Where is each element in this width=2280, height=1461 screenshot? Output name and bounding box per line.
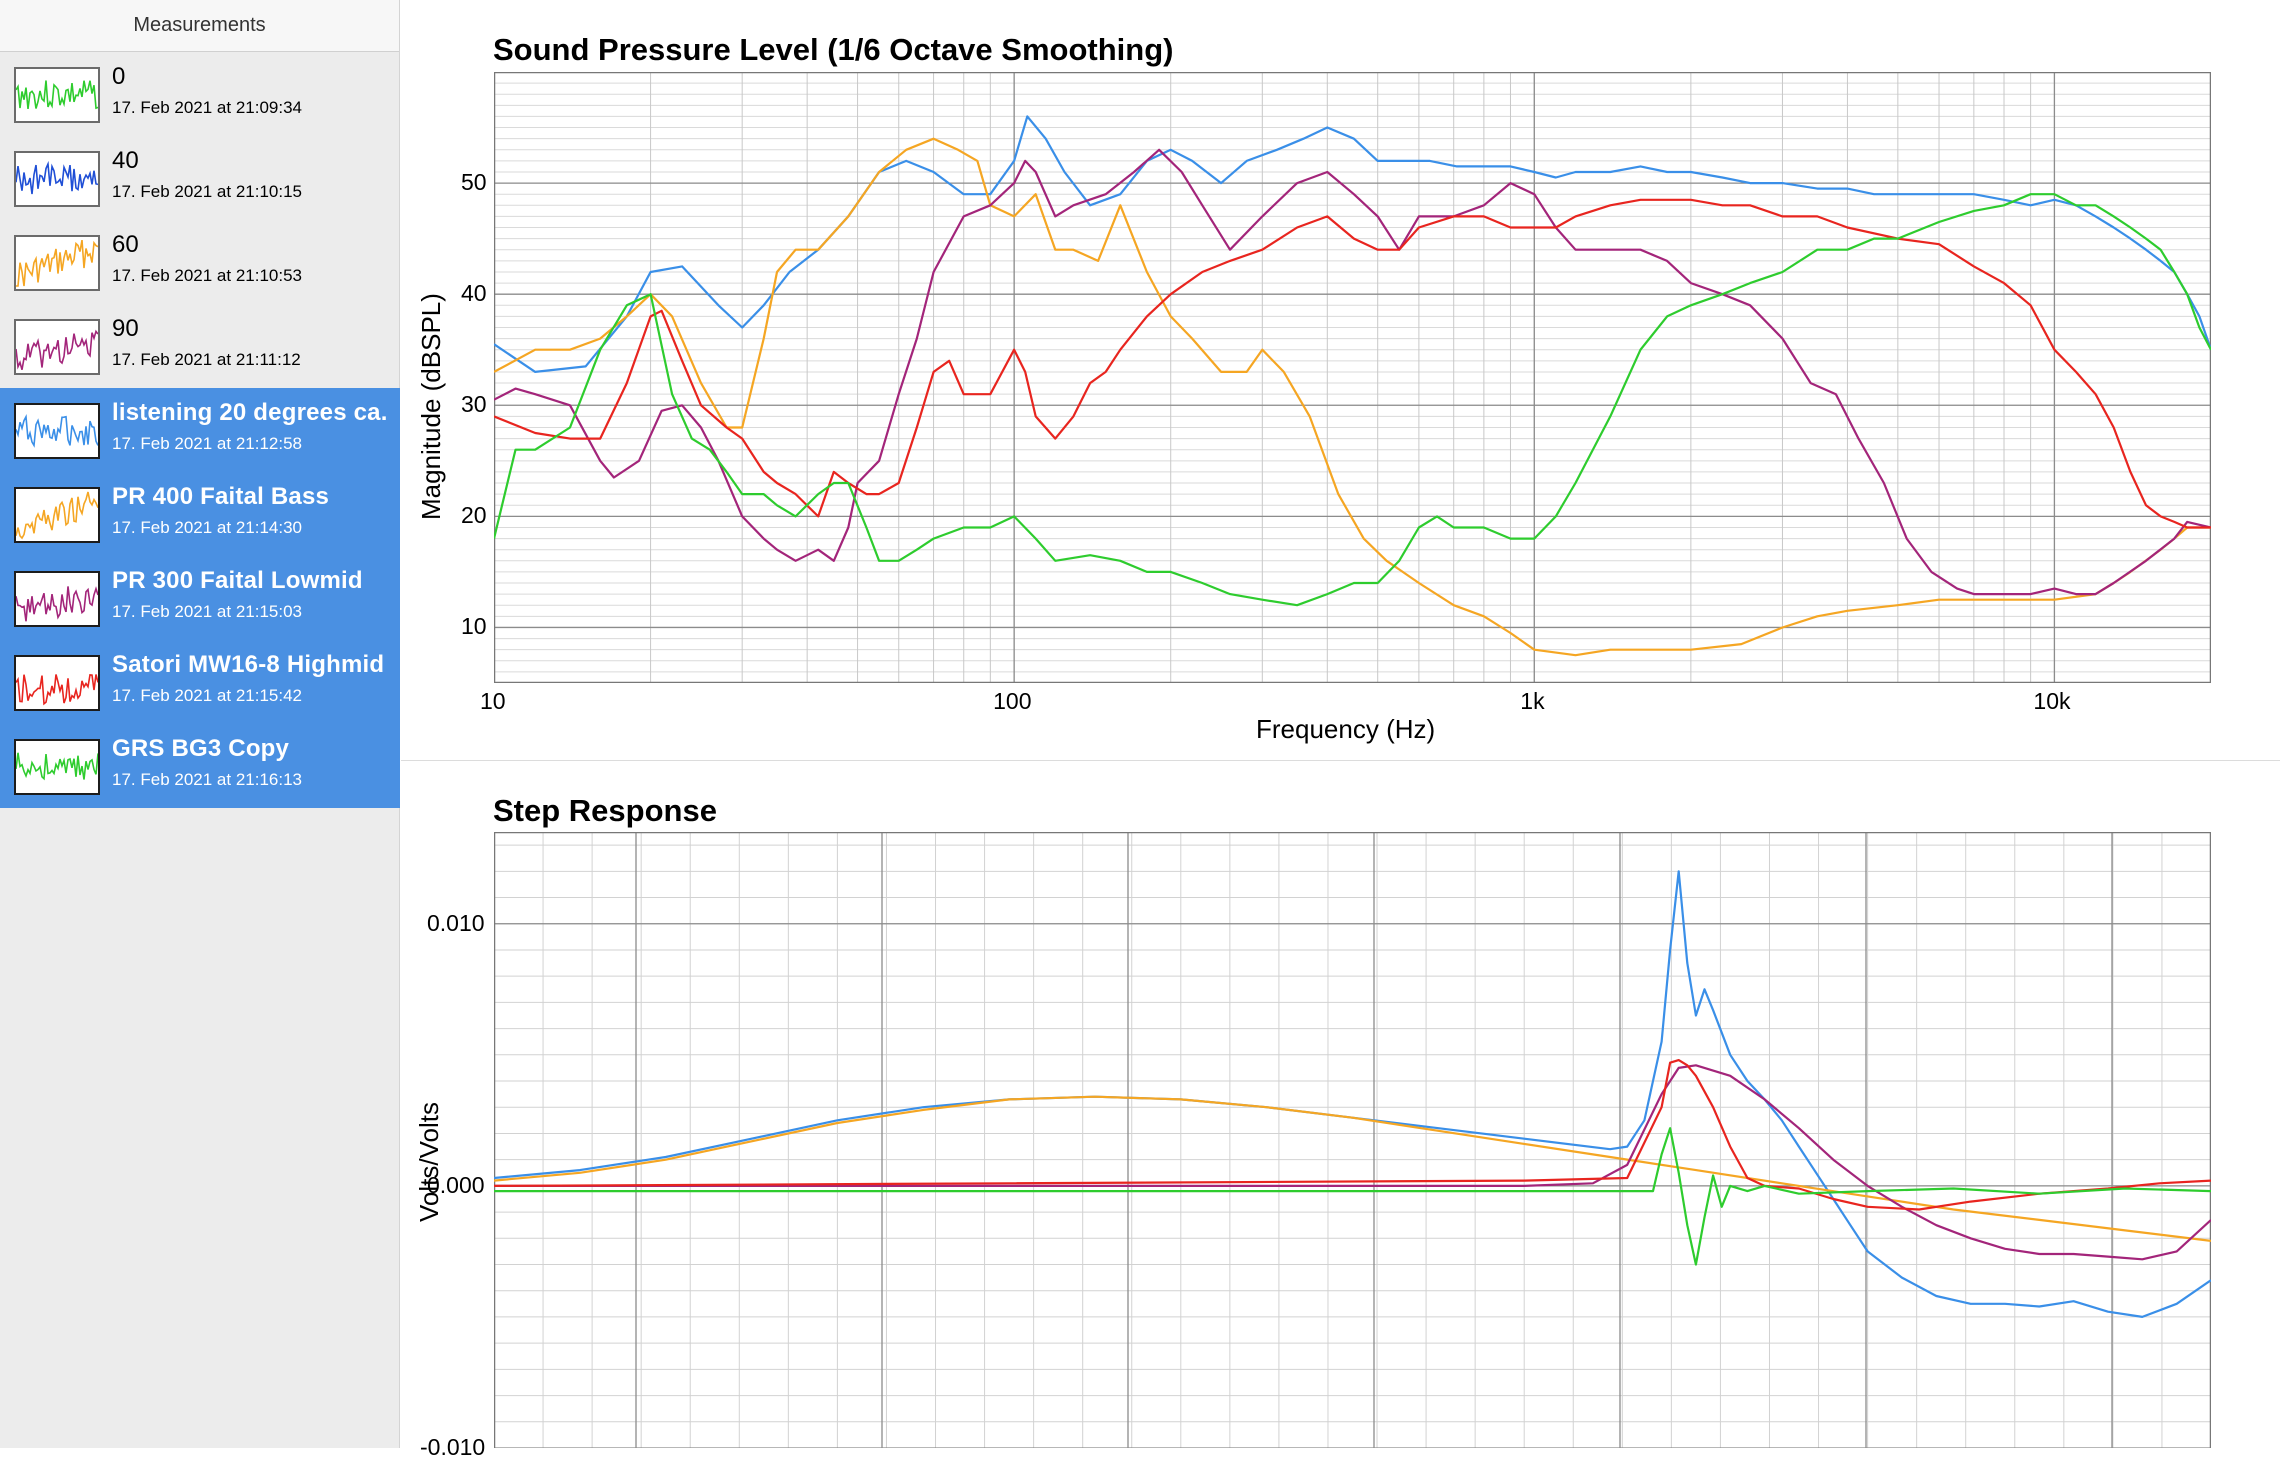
measurement-date: 17. Feb 2021 at 21:15:03 [112, 602, 302, 621]
spl-series-line [494, 148, 2211, 596]
step-plot[interactable] [494, 832, 2211, 1448]
step-series-line [494, 1095, 2211, 1242]
spl-series-line [494, 137, 2211, 657]
spl-y-tick-label: 30 [461, 391, 487, 418]
waveform-thumbnail-icon [14, 739, 100, 795]
measurement-item[interactable]: 60 17. Feb 2021 at 21:10:53 [0, 220, 400, 304]
graphs-area: Sound Pressure Level (1/6 Octave Smoothi… [401, 0, 2280, 1460]
spl-x-tick-label: 1k [1520, 688, 1545, 714]
spl-x-tick-label: 10k [2033, 688, 2071, 714]
measurement-name: Satori MW16-8 Highmid [112, 651, 385, 678]
measurement-item[interactable]: PR 300 Faital Lowmid 17. Feb 2021 at 21:1… [0, 556, 400, 640]
spl-chart-title: Sound Pressure Level (1/6 Octave Smoothi… [493, 32, 1174, 67]
step-series-line [494, 1127, 2211, 1266]
waveform-thumbnail-icon [14, 403, 100, 459]
waveform-thumbnail-icon [14, 151, 100, 207]
measurement-item[interactable]: PR 400 Faital Bass 17. Feb 2021 at 21:14:… [0, 472, 400, 556]
measurement-name: GRS BG3 Copy [112, 735, 290, 762]
spl-y-tick-label: 10 [461, 613, 487, 640]
spl-y-tick-label: 40 [461, 280, 487, 307]
spl-series-line [494, 193, 2211, 607]
spl-x-tick-label: 10 [480, 688, 506, 714]
measurement-date: 17. Feb 2021 at 21:11:12 [112, 350, 301, 369]
measurement-date: 17. Feb 2021 at 21:14:30 [112, 518, 302, 537]
measurements-list: 0 17. Feb 2021 at 21:09:34 40 17. Feb 2021 … [0, 52, 400, 808]
measurement-name: PR 400 Faital Bass [112, 483, 330, 510]
waveform-thumbnail-icon [14, 319, 100, 375]
waveform-thumbnail-icon [14, 655, 100, 711]
measurement-name: 0 [112, 63, 126, 90]
measurement-item[interactable]: 0 17. Feb 2021 at 21:09:34 [0, 52, 400, 136]
measurement-name: 40 [112, 147, 139, 174]
measurement-date: 17. Feb 2021 at 21:09:34 [112, 98, 302, 117]
measurement-item[interactable]: GRS BG3 Copy 17. Feb 2021 at 21:16:13 [0, 724, 400, 808]
measurement-name: 60 [112, 231, 139, 258]
step-y-tick-label: 0.000 [427, 1171, 485, 1198]
waveform-thumbnail-icon [14, 571, 100, 627]
measurement-item[interactable]: Satori MW16-8 Highmid 17. Feb 2021 at 21:… [0, 640, 400, 724]
spl-y-tick-label: 50 [461, 169, 487, 196]
measurement-item[interactable]: 40 17. Feb 2021 at 21:10:15 [0, 136, 400, 220]
spl-plot[interactable] [494, 72, 2211, 683]
measurement-name: 90 [112, 315, 139, 342]
measurement-date: 17. Feb 2021 at 21:16:13 [112, 770, 302, 789]
chart-divider [401, 760, 2280, 761]
measurement-name: listening 20 degrees ca. [112, 399, 388, 426]
waveform-thumbnail-icon [14, 67, 100, 123]
spl-x-tick-label: 100 [993, 688, 1032, 714]
measurements-sidebar: Measurements 0 17. Feb 2021 at 21:09:34 40… [0, 0, 400, 1448]
measurement-item[interactable]: listening 20 degrees ca. 17. Feb 2021 at … [0, 388, 400, 472]
spl-y-axis-label: Magnitude (dBSPL) [416, 293, 446, 520]
measurement-date: 17. Feb 2021 at 21:10:15 [112, 182, 302, 201]
step-series-line [494, 1059, 2211, 1211]
spl-x-axis-label: Frequency (Hz) [1256, 714, 1436, 744]
spl-series-line [494, 198, 2211, 529]
step-chart-title: Step Response [493, 793, 717, 828]
measurement-date: 17. Feb 2021 at 21:12:58 [112, 434, 302, 453]
sidebar-title: Measurements [0, 0, 399, 52]
waveform-thumbnail-icon [14, 487, 100, 543]
measurement-date: 17. Feb 2021 at 21:15:42 [112, 686, 302, 705]
measurement-name: PR 300 Faital Lowmid [112, 567, 363, 594]
measurement-item[interactable]: 90 17. Feb 2021 at 21:11:12 [0, 304, 400, 388]
step-y-tick-label: 0.010 [427, 909, 485, 936]
waveform-thumbnail-icon [14, 235, 100, 291]
spl-y-tick-label: 20 [461, 502, 487, 529]
step-series-line [494, 1064, 2211, 1261]
measurement-date: 17. Feb 2021 at 21:10:53 [112, 266, 302, 285]
